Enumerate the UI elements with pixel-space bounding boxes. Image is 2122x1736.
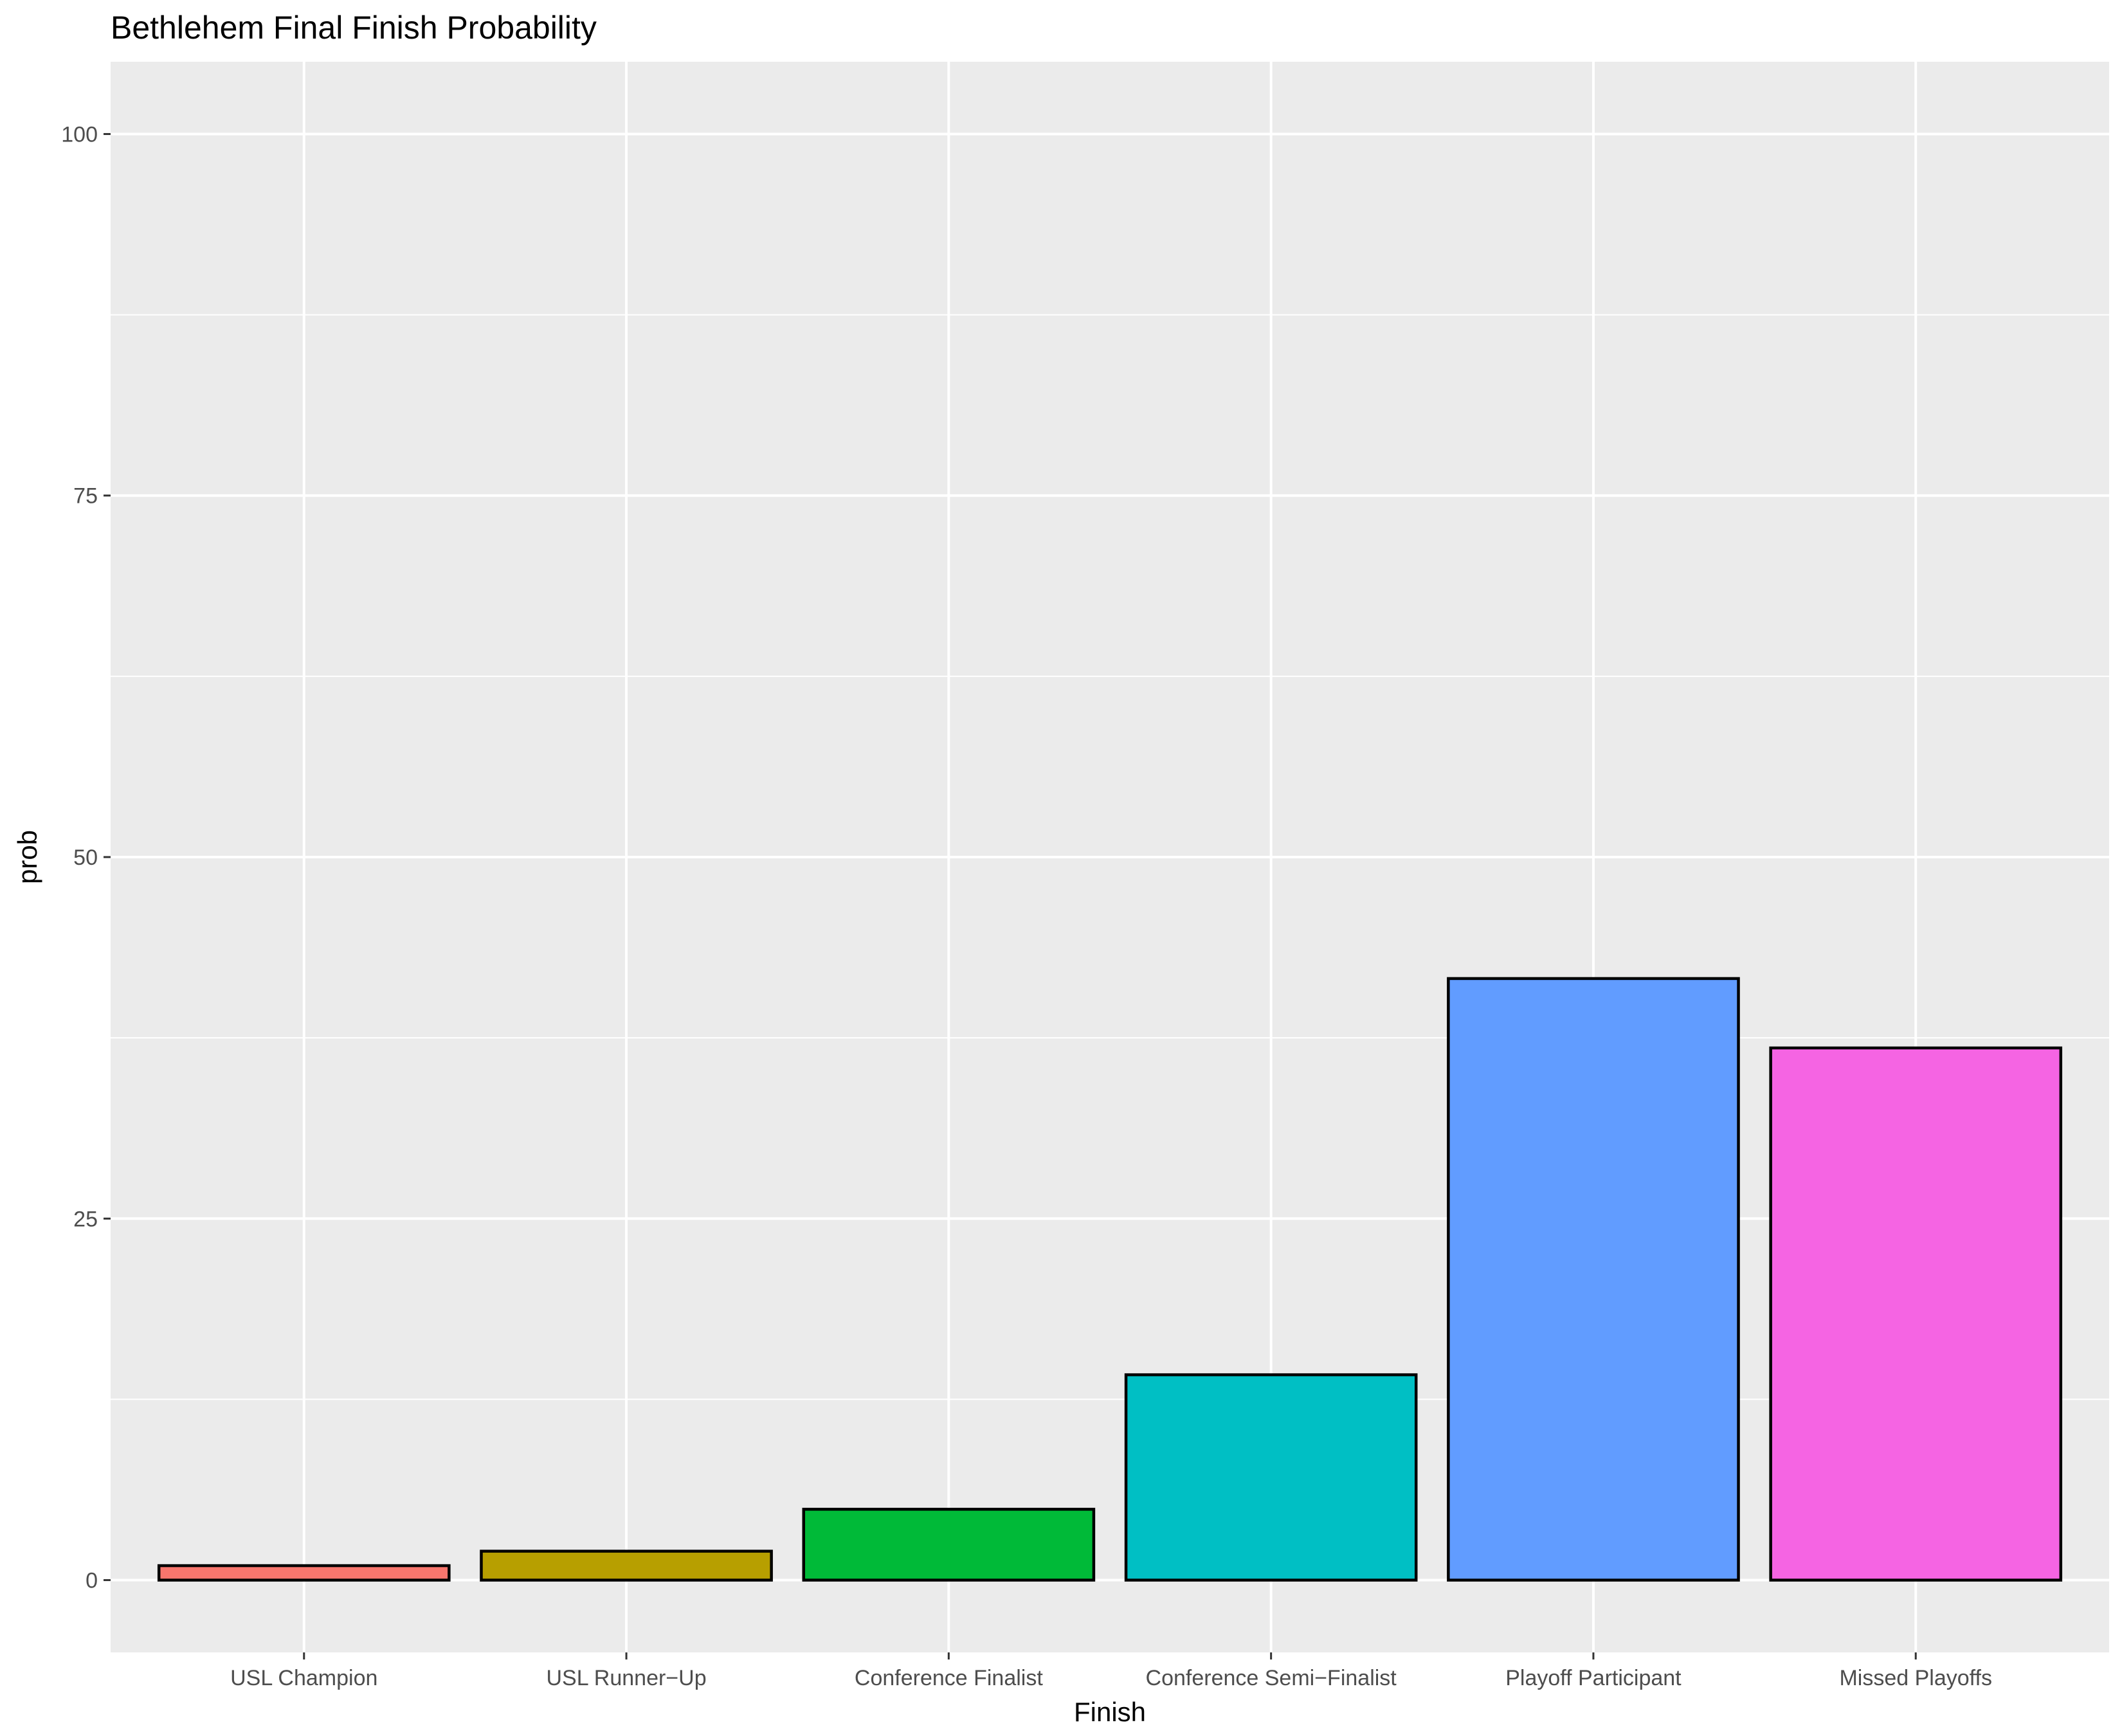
x-tick-label: Conference Semi−Finalist: [1146, 1666, 1397, 1690]
bar: [1769, 1046, 2063, 1582]
y-axis-title: prob: [12, 830, 42, 884]
x-axis: USL Champion USL Runner−Up Conference Fina…: [230, 1652, 1992, 1690]
x-tick-label: USL Champion: [230, 1666, 377, 1690]
y-tick-label: 0: [86, 1569, 98, 1593]
y-tick-label: 75: [73, 484, 98, 509]
y-axis: 0 25 50 75 100: [61, 122, 111, 1593]
bars: [157, 977, 2063, 1582]
chart-title: Bethlehem Final Finish Probability: [111, 10, 597, 46]
x-axis-title: Finish: [1074, 1697, 1146, 1727]
bar: [1124, 1373, 1418, 1582]
bar: [802, 1508, 1096, 1582]
bar: [1447, 977, 1740, 1582]
bar: [157, 1564, 451, 1582]
y-tick-label: 100: [61, 122, 98, 147]
x-tick-label: USL Runner−Up: [546, 1666, 706, 1690]
x-tick-label: Playoff Participant: [1505, 1666, 1682, 1690]
y-tick-label: 25: [73, 1207, 98, 1231]
bar: [480, 1550, 773, 1582]
y-tick-label: 50: [73, 845, 98, 870]
x-tick-label: Missed Playoffs: [1839, 1666, 1991, 1690]
x-tick-label: Conference Finalist: [855, 1666, 1043, 1690]
